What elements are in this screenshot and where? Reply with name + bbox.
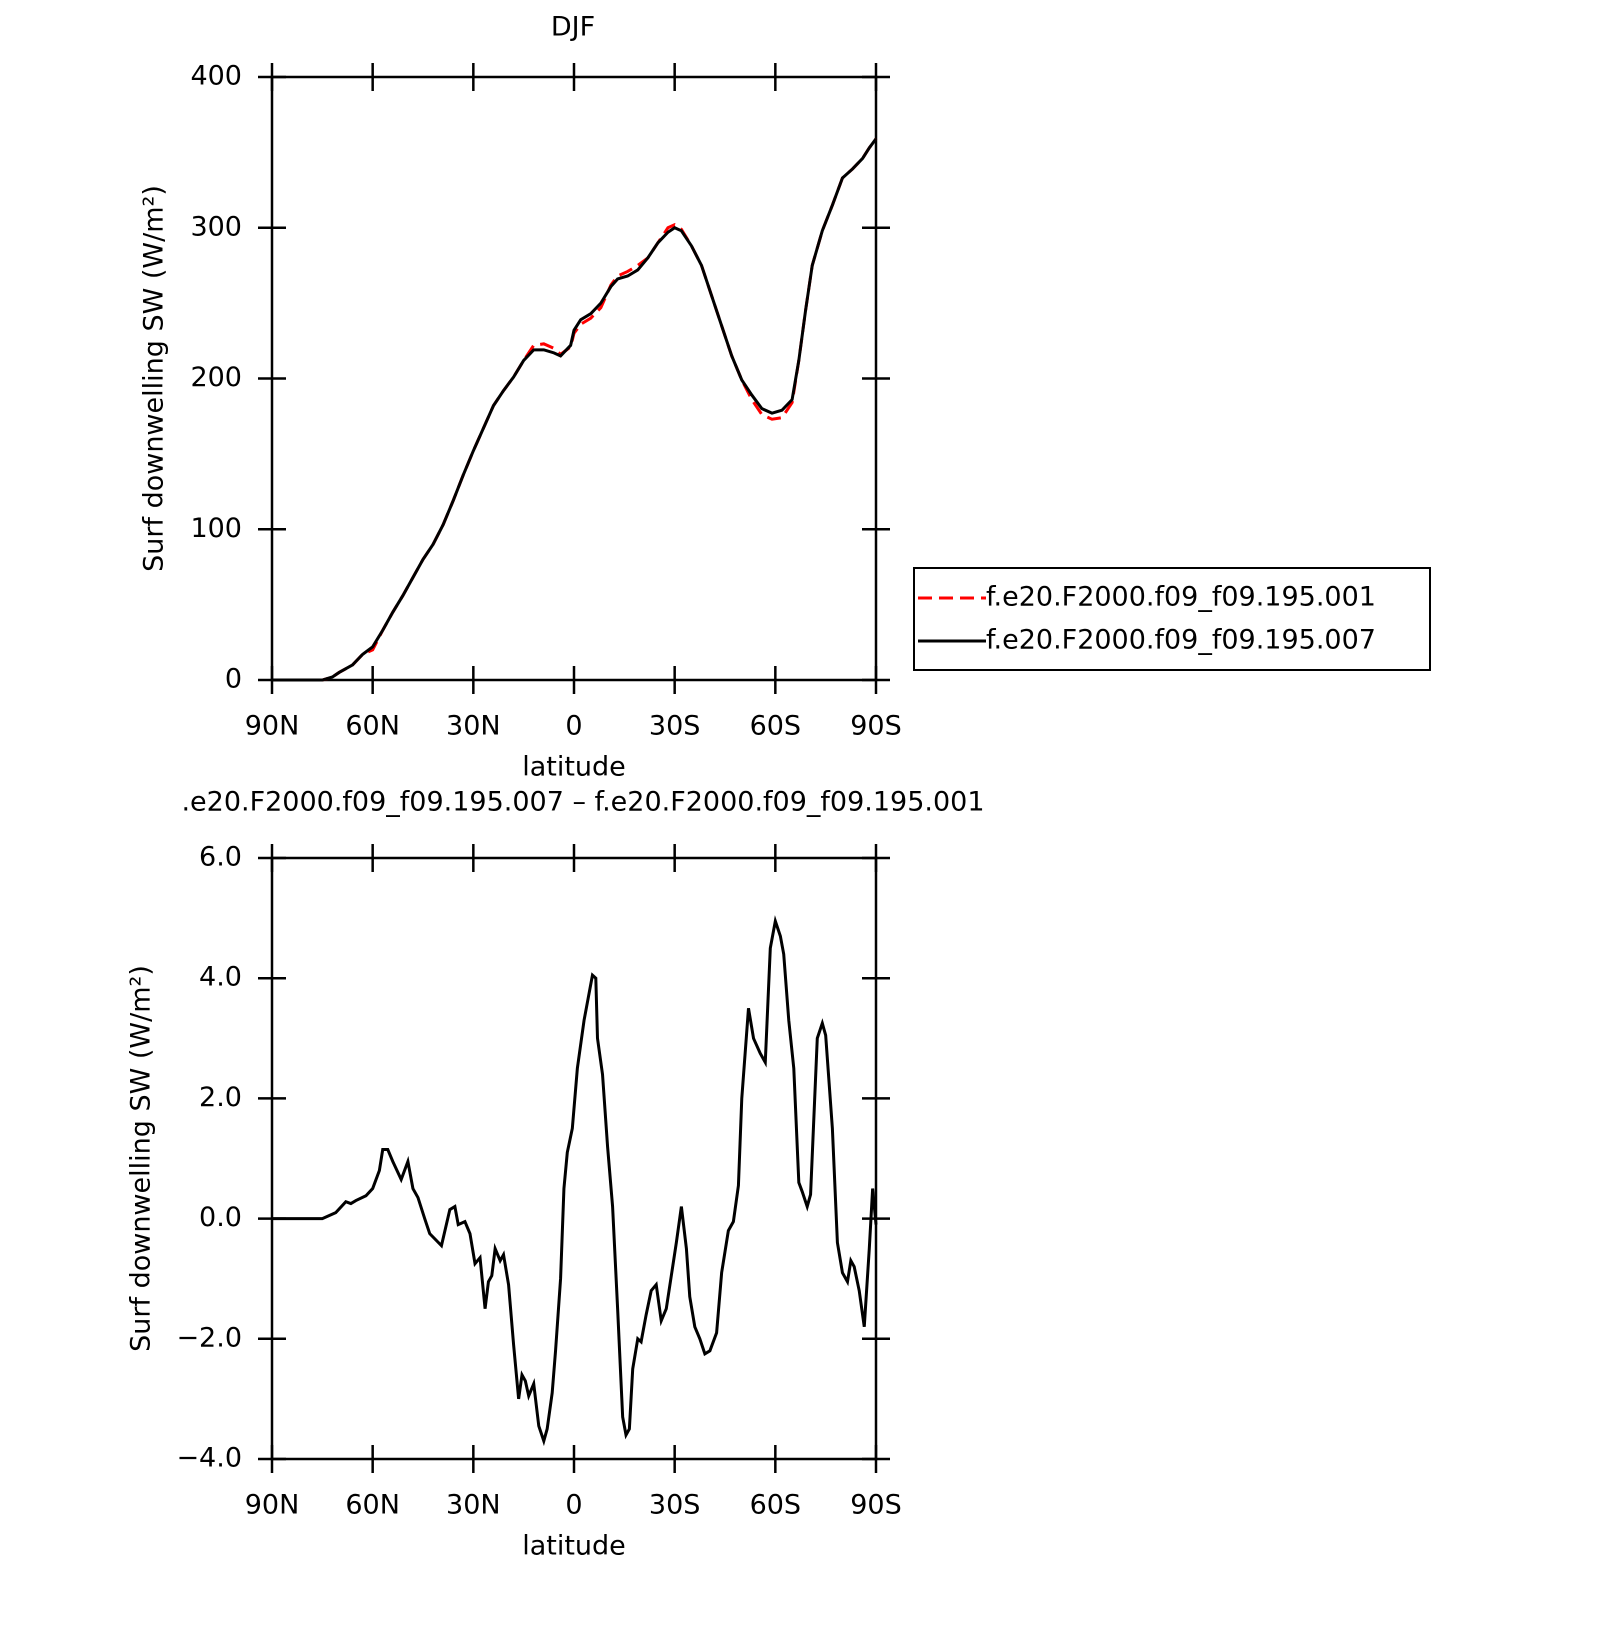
y-axis-label: Surf downwelling SW (W/m²) xyxy=(126,965,157,1352)
data-line xyxy=(272,915,878,1447)
plot-frame xyxy=(270,856,878,1461)
y-tick-label: 0.0 xyxy=(199,1202,242,1233)
data-line xyxy=(272,137,878,682)
y-tick-label: 300 xyxy=(190,211,242,242)
plot-frame xyxy=(270,75,878,682)
x-tick-label: 90S xyxy=(850,1490,902,1521)
x-tick-label: 60S xyxy=(750,1490,802,1521)
x-axis-label: latitude xyxy=(522,1531,626,1562)
y-tick-label: 200 xyxy=(190,362,242,393)
x-tick-label: 60N xyxy=(345,711,400,742)
x-tick-label: 30S xyxy=(649,1490,701,1521)
chart-title: DJF xyxy=(551,12,595,43)
x-axis-label: latitude xyxy=(522,752,626,783)
x-tick-label: 30N xyxy=(446,711,501,742)
x-tick-label: 90S xyxy=(850,711,902,742)
x-tick-label: 90N xyxy=(245,1490,300,1521)
y-tick-label: 6.0 xyxy=(199,842,242,873)
y-axis-label: Surf downwelling SW (W/m²) xyxy=(139,185,170,572)
chart-title: .e20.F2000.f09_f09.195.007 – f.e20.F2000… xyxy=(181,787,984,818)
y-tick-label: 100 xyxy=(190,513,242,544)
legend-box xyxy=(913,567,1431,671)
x-tick-label: 60S xyxy=(750,711,802,742)
x-tick-label: 90N xyxy=(245,711,300,742)
y-tick-label: −2.0 xyxy=(176,1322,242,1353)
y-tick-label: 0 xyxy=(225,664,242,695)
y-tick-label: 400 xyxy=(190,61,242,92)
x-tick-label: 30N xyxy=(446,1490,501,1521)
x-tick-label: 60N xyxy=(345,1490,400,1521)
legend-label: f.e20.F2000.f09_f09.195.007 xyxy=(986,625,1376,656)
data-line xyxy=(272,137,878,682)
x-tick-label: 30S xyxy=(649,711,701,742)
y-tick-label: 4.0 xyxy=(199,962,242,993)
x-tick-label: 0 xyxy=(565,1490,582,1521)
legend-label: f.e20.F2000.f09_f09.195.001 xyxy=(986,582,1376,613)
y-tick-label: −4.0 xyxy=(176,1443,242,1474)
y-tick-label: 2.0 xyxy=(199,1082,242,1113)
x-tick-label: 0 xyxy=(565,711,582,742)
